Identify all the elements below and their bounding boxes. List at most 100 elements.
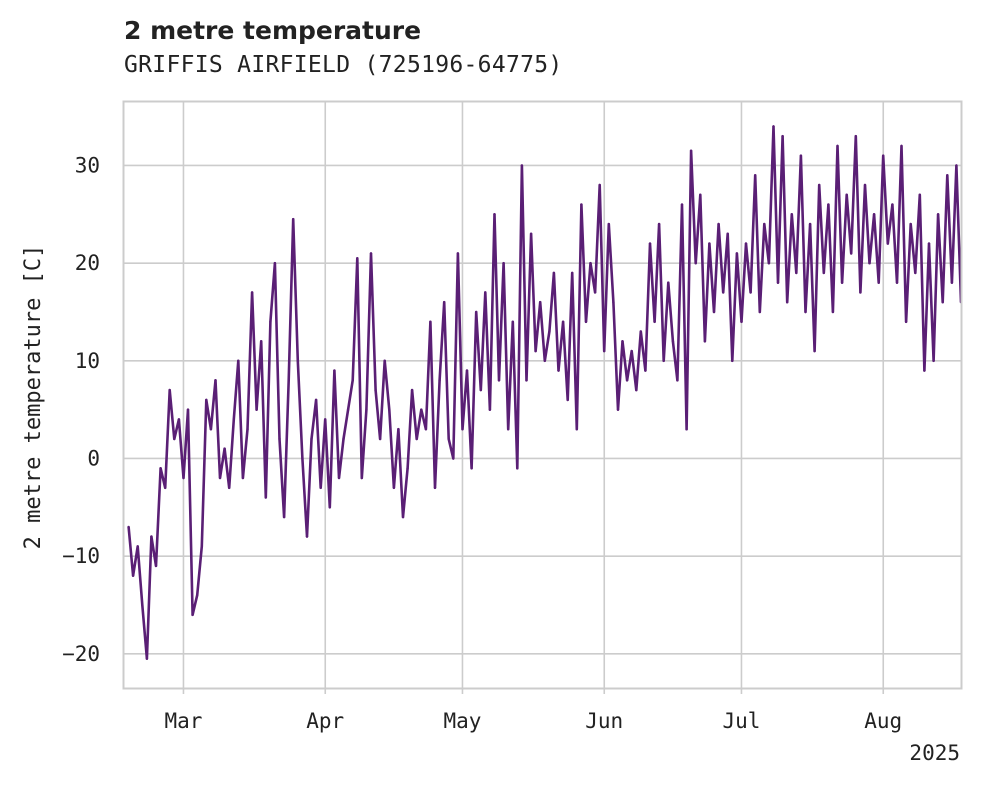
data-point — [131, 574, 135, 577]
data-point — [575, 428, 578, 431]
data-point — [543, 359, 546, 362]
grid-lines — [124, 102, 961, 688]
data-point — [154, 564, 158, 568]
data-point — [209, 428, 213, 431]
data-point — [415, 437, 418, 441]
data-point — [273, 262, 277, 265]
data-point — [452, 457, 455, 460]
data-point — [539, 301, 542, 304]
data-point — [648, 242, 652, 245]
data-point — [886, 242, 889, 245]
data-point — [200, 545, 203, 548]
data-point — [319, 486, 322, 489]
data-point — [566, 398, 569, 402]
data-point — [731, 359, 734, 362]
data-point — [173, 437, 176, 441]
plot-frame — [122, 100, 963, 690]
data-point — [369, 252, 373, 255]
data-point — [246, 428, 249, 431]
data-point — [424, 428, 428, 431]
data-point — [479, 388, 482, 392]
data-point — [644, 369, 647, 372]
data-point — [507, 428, 510, 431]
data-point — [950, 281, 954, 284]
x-tick-label: Jun — [585, 709, 623, 733]
data-point — [214, 379, 217, 382]
data-point — [840, 281, 844, 284]
data-point — [465, 369, 469, 372]
y-tick-label: −10 — [62, 544, 100, 568]
data-point — [511, 320, 514, 323]
data-point — [168, 388, 171, 392]
data-point — [612, 301, 615, 304]
data-point — [625, 379, 629, 382]
data-point — [749, 291, 752, 294]
data-point — [484, 291, 487, 294]
data-point — [712, 310, 716, 314]
data-point — [740, 320, 743, 323]
x-tick-label: May — [443, 709, 481, 733]
data-point — [818, 183, 821, 187]
data-point — [205, 398, 208, 402]
data-point — [680, 203, 684, 206]
data-point — [410, 388, 414, 392]
data-point — [882, 154, 885, 157]
data-point — [836, 144, 839, 148]
data-point — [671, 340, 675, 343]
data-point — [488, 408, 492, 411]
data-point — [639, 330, 642, 333]
data-point — [337, 476, 341, 480]
data-point — [241, 476, 245, 480]
x-axis-year-label: 2025 — [909, 741, 960, 765]
data-point — [726, 232, 729, 235]
data-point — [461, 428, 464, 431]
data-point — [493, 213, 496, 216]
chart-title: 2 metre temperature — [124, 16, 422, 45]
data-point — [548, 330, 551, 333]
data-point — [657, 222, 661, 226]
data-point — [799, 154, 803, 157]
data-point — [456, 252, 460, 255]
data-point — [383, 359, 386, 362]
data-point — [790, 213, 793, 216]
data-point — [813, 349, 816, 353]
y-axis: −20 −10 0 10 20 30 — [62, 153, 100, 665]
data-point — [447, 437, 450, 441]
data-point — [136, 545, 139, 548]
data-point — [177, 418, 181, 421]
data-point — [863, 183, 867, 187]
data-point — [822, 271, 825, 275]
data-point — [333, 369, 336, 372]
data-point — [946, 174, 949, 177]
data-point — [433, 486, 437, 489]
data-point — [232, 418, 235, 421]
data-point — [859, 291, 862, 294]
data-point — [699, 193, 702, 196]
data-point — [237, 359, 240, 362]
data-point — [630, 349, 633, 353]
y-axis-label: 2 metre temperature [C] — [21, 245, 46, 550]
series-line — [127, 125, 963, 661]
data-point — [223, 447, 226, 450]
data-point — [378, 437, 382, 441]
data-point — [694, 262, 697, 265]
data-point — [607, 222, 610, 226]
data-point — [475, 310, 478, 314]
data-point — [877, 281, 880, 284]
data-point — [795, 271, 798, 275]
data-point — [955, 164, 958, 167]
data-point — [584, 320, 588, 323]
data-point — [346, 408, 350, 411]
data-point — [159, 467, 162, 470]
data-point — [872, 213, 876, 216]
data-point — [854, 135, 857, 138]
data-point — [127, 525, 130, 529]
data-point — [520, 164, 524, 167]
data-point — [420, 408, 423, 411]
data-point — [603, 349, 606, 353]
data-point — [593, 291, 597, 294]
data-point — [525, 379, 528, 382]
data-point — [767, 262, 771, 265]
data-point — [269, 320, 272, 323]
data-point — [164, 486, 167, 489]
